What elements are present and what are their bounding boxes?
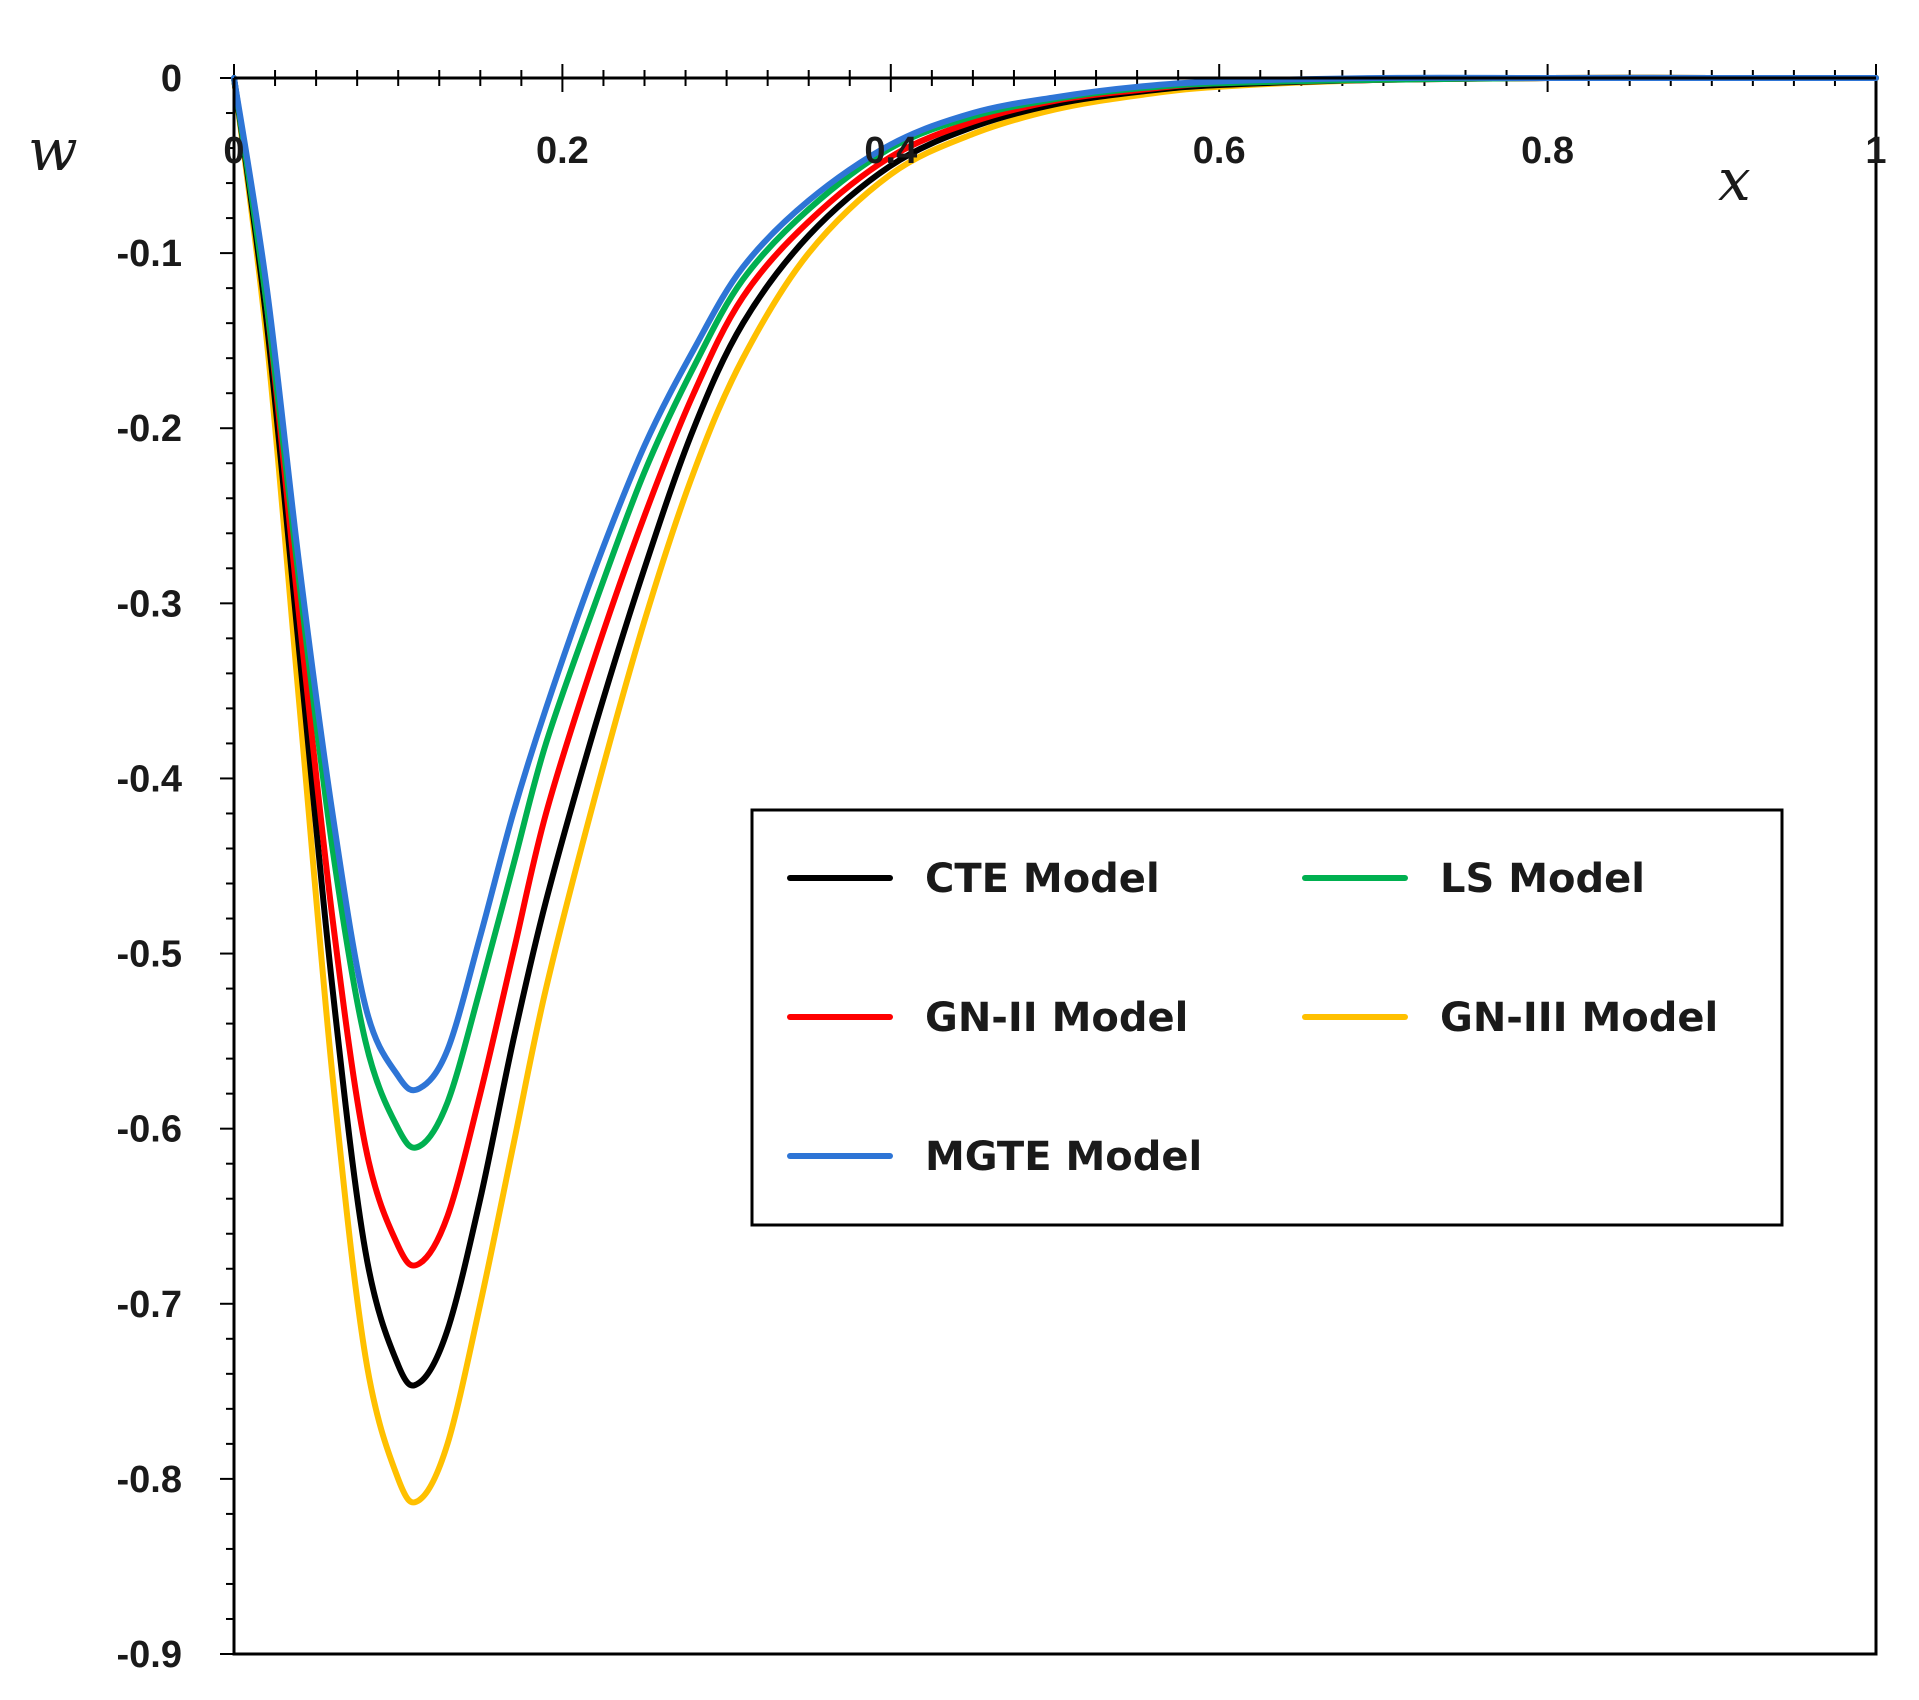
y-tick-label: -0.8: [117, 1459, 182, 1501]
y-tick-label: -0.7: [117, 1284, 182, 1326]
x-tick-label: 0.8: [1521, 130, 1574, 172]
tick-labels: 0 0.2 0.4 0.6 0.8 1 0 -0.1 -0.2 -0.3 -0.4 -0.5 -0.6 -…: [117, 58, 1887, 1676]
x-tick-label: 0.2: [536, 130, 589, 172]
x-tick-label: 0.6: [1193, 130, 1246, 172]
y-tick-label: -0.2: [117, 408, 182, 450]
legend-box: [750, 808, 1784, 1227]
y-tick-label: -0.1: [117, 233, 182, 275]
series-lines: [231, 74, 1879, 1506]
x-tick-label: 1: [1865, 130, 1886, 172]
legend-label-gn-iii-model: GN-III Model: [1440, 995, 1718, 1041]
legend-label-cte-model: CTE Model: [925, 856, 1160, 902]
x-axis-label: x: [1718, 146, 1751, 214]
legend: CTE Model LS Model GN-II Model GN-III Model…: [750, 808, 1784, 1227]
y-tick-label: -0.4: [117, 758, 182, 800]
y-tick-label: 0: [161, 58, 182, 100]
y-tick-label: -0.5: [117, 934, 182, 976]
legend-label-ls-model: LS Model: [1440, 856, 1645, 902]
x-tick-label: 0: [223, 130, 244, 172]
legend-label-gn-ii-model: GN-II Model: [925, 995, 1188, 1041]
y-tick-label: -0.9: [117, 1634, 182, 1676]
series-line-mgte-model: [231, 74, 1879, 1094]
x-tick-label: 0.4: [864, 130, 917, 172]
y-axis-label: w: [28, 116, 78, 184]
y-tick-label: -0.3: [117, 583, 182, 625]
legend-label-mgte-model: MGTE Model: [925, 1134, 1202, 1180]
y-tick-label: -0.6: [117, 1109, 182, 1151]
